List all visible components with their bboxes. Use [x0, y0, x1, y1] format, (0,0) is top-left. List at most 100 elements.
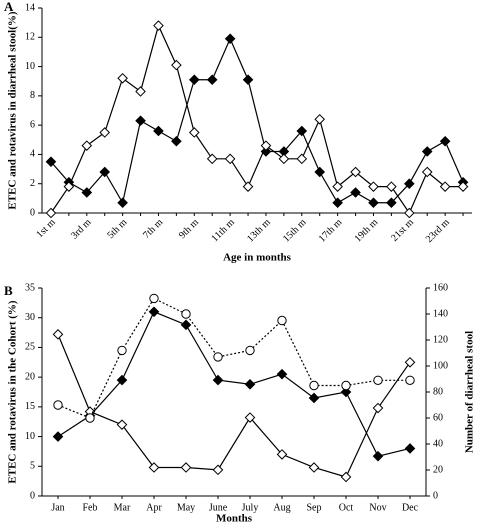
x-tick-label: 7th m	[141, 217, 165, 241]
panel-label: A	[4, 0, 14, 14]
marker	[245, 345, 255, 356]
y2-tick-label: 0	[433, 490, 438, 501]
x-tick-label: Mar	[114, 502, 131, 513]
x-tick-label: 9th m	[177, 217, 201, 241]
marker	[276, 368, 288, 380]
marker	[171, 135, 182, 147]
marker	[421, 146, 433, 157]
marker	[63, 181, 75, 192]
marker	[135, 86, 146, 97]
marker	[171, 59, 182, 71]
y-tick-label: 5	[30, 461, 35, 472]
y2-tick-label: 80	[433, 386, 443, 397]
y2-tick-label: 160	[433, 282, 448, 293]
y-tick-label: 35	[25, 282, 35, 293]
x-tick-label: Dec	[402, 502, 419, 513]
marker	[180, 319, 192, 331]
series-line	[50, 23, 464, 215]
marker	[421, 166, 433, 178]
marker	[386, 181, 397, 192]
y-tick-label: 10	[25, 431, 35, 442]
y-tick-label: 8	[30, 90, 35, 101]
marker	[85, 413, 95, 423]
y2-tick-label: 140	[433, 308, 448, 319]
x-tick-label: Sep	[307, 502, 322, 513]
y-tick-label: 0	[30, 490, 35, 501]
marker	[81, 187, 93, 198]
x-tick-label: 3rd m	[69, 217, 94, 242]
marker	[117, 197, 128, 209]
x-tick-label: 23rd m	[424, 217, 452, 245]
marker	[350, 187, 361, 198]
marker	[99, 166, 111, 178]
x-tick-label: 11th m	[210, 217, 238, 245]
y-axis-title: ETEC and rotavirus in the Cohort (%)	[7, 300, 19, 483]
y-tick-label: 14	[25, 2, 35, 13]
x-tick-label: 13th m	[245, 217, 273, 245]
marker	[332, 181, 343, 192]
marker	[188, 74, 200, 86]
marker	[149, 293, 159, 304]
marker	[244, 378, 256, 390]
marker	[116, 374, 128, 386]
marker	[116, 419, 128, 430]
y-tick-label: 12	[25, 32, 35, 43]
x-axis-title: Age in months	[223, 252, 292, 264]
x-tick-label: Feb	[83, 502, 98, 513]
y-axis-title: ETEC and rotavirus in diarrheal stool(%)	[7, 11, 19, 209]
marker	[260, 146, 272, 157]
marker	[404, 443, 416, 454]
marker	[81, 140, 93, 151]
marker	[180, 462, 192, 473]
marker	[153, 20, 164, 31]
marker	[52, 431, 64, 442]
marker	[405, 375, 415, 385]
marker	[340, 471, 352, 483]
x-tick-label: Jan	[51, 502, 64, 513]
marker	[212, 464, 224, 476]
series-line	[57, 310, 411, 457]
marker	[439, 135, 451, 147]
x-tick-label: June	[209, 502, 228, 513]
marker	[457, 181, 469, 192]
marker	[242, 74, 254, 86]
series-line	[50, 37, 464, 205]
marker	[373, 375, 383, 385]
marker	[260, 140, 272, 151]
marker	[45, 207, 57, 219]
marker	[368, 181, 379, 192]
marker	[308, 462, 320, 473]
marker	[309, 380, 319, 391]
marker	[153, 125, 164, 137]
marker	[53, 400, 63, 410]
marker	[372, 402, 384, 414]
series-line	[57, 297, 410, 419]
marker	[439, 181, 451, 192]
x-tick-label: Nov	[369, 502, 386, 513]
marker	[117, 345, 127, 356]
y2-tick-label: 20	[433, 464, 443, 475]
y2-tick-label: 40	[433, 438, 443, 449]
marker	[188, 127, 200, 138]
y-tick-label: 30	[25, 312, 35, 323]
x-tick-label: 1st m	[34, 217, 57, 240]
y2-tick-label: 60	[433, 412, 443, 423]
marker	[181, 309, 191, 319]
marker	[206, 74, 218, 86]
marker	[242, 181, 254, 192]
marker	[332, 197, 343, 209]
panel-label: B	[4, 283, 13, 298]
y-tick-label: 2	[30, 178, 35, 189]
marker	[135, 115, 146, 127]
y2-axis-title: Number of diarrheal stool	[464, 331, 476, 453]
y-tick-label: 25	[25, 342, 35, 353]
marker	[117, 72, 128, 84]
marker	[45, 156, 57, 168]
marker	[224, 153, 236, 165]
marker	[404, 356, 416, 368]
marker	[206, 153, 218, 165]
marker	[296, 153, 308, 165]
y2-tick-label: 100	[433, 360, 448, 371]
